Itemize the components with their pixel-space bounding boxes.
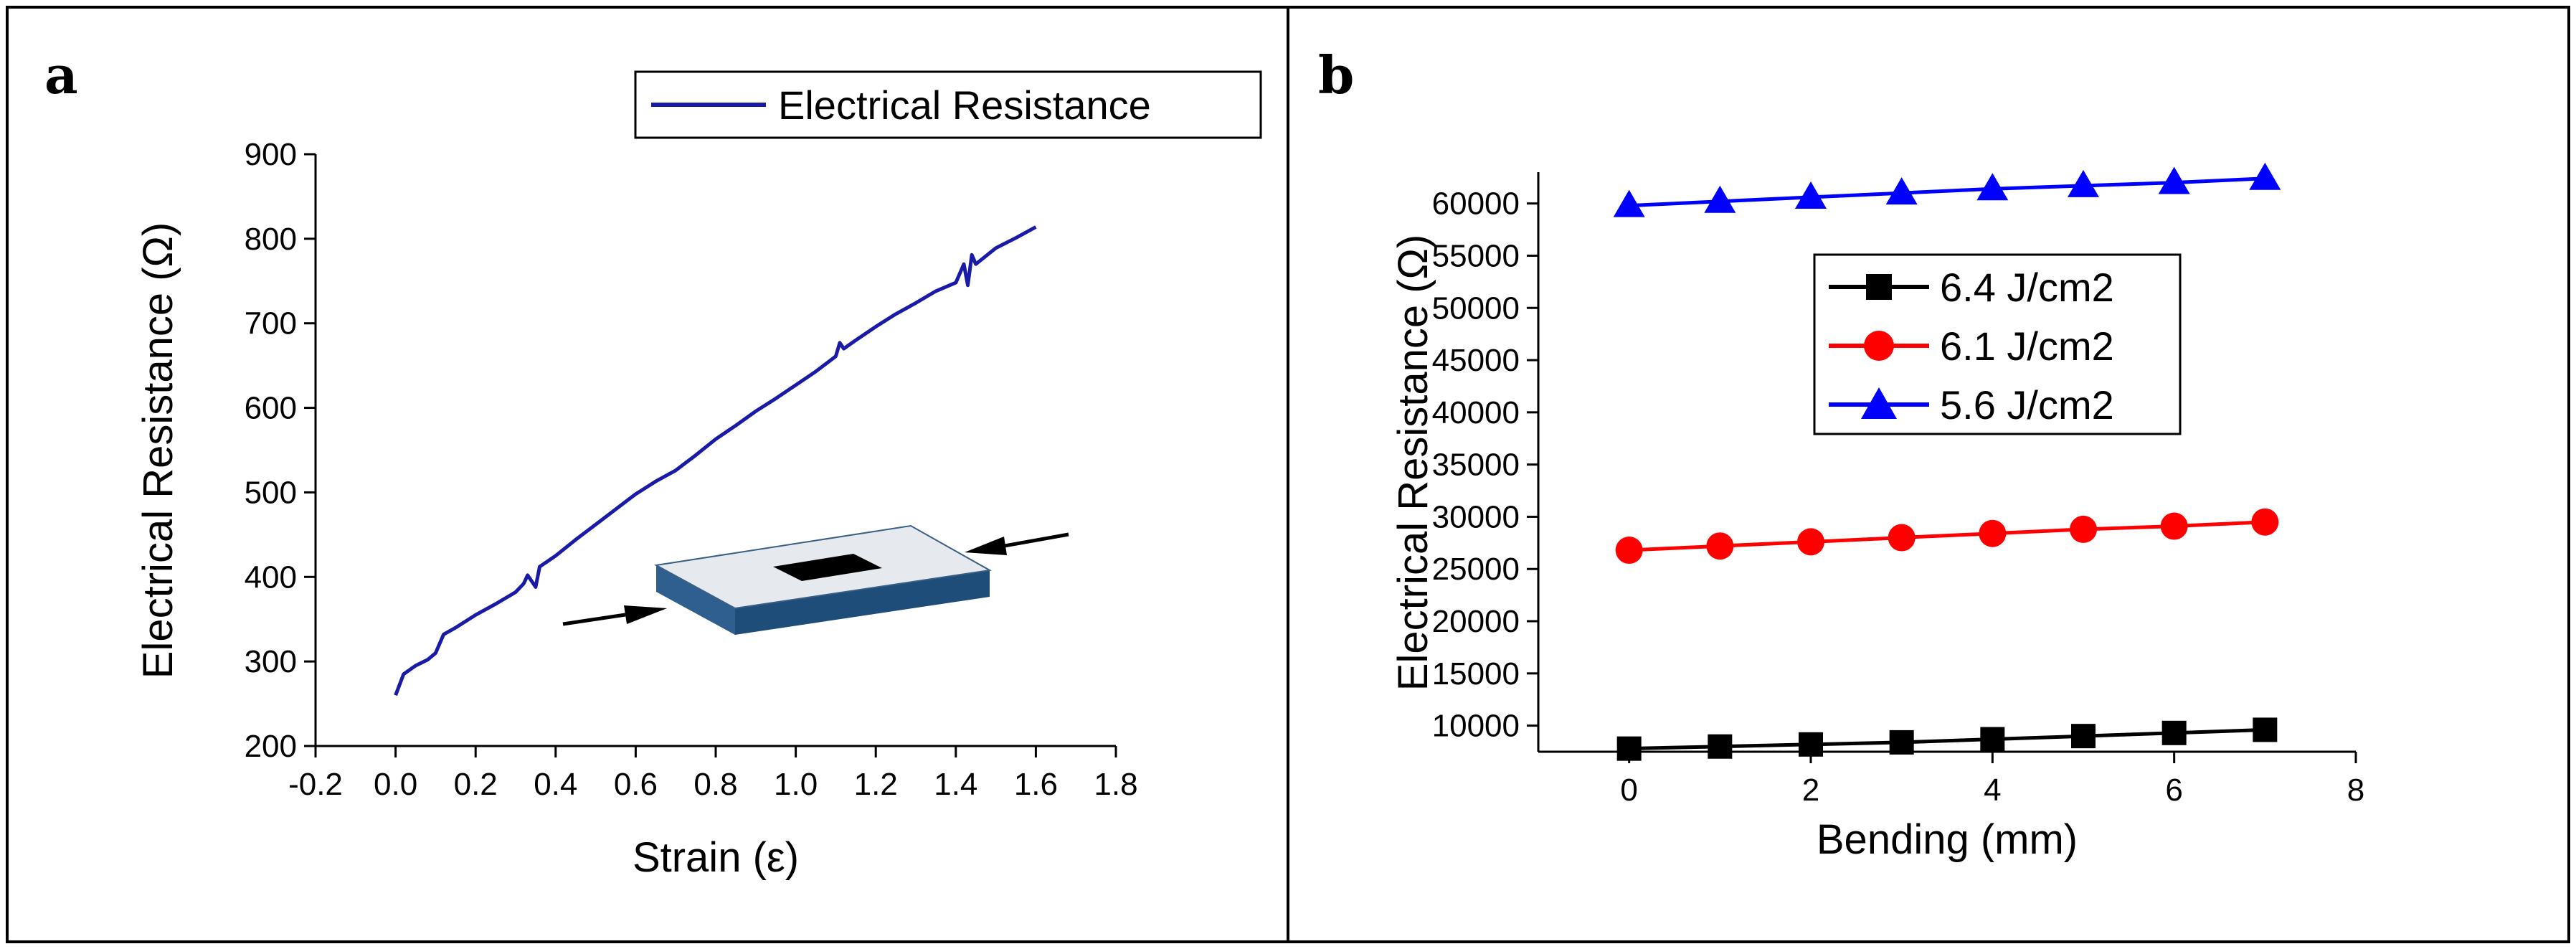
panel-b-x-tick-label: 0	[1620, 773, 1637, 808]
panel-b-legend-entry-5.6: 5.6 J/cm2	[1829, 382, 2114, 428]
panel-a-letter: a	[44, 44, 78, 105]
panel-a-y-axis-title: Electrical Resistance (Ω)	[135, 222, 181, 679]
panel-a-y-tick-label: 800	[245, 222, 297, 257]
panel-b-y-tick-label: 50000	[1432, 291, 1520, 326]
panel-b-point-6-1-j-cm2	[1615, 537, 1643, 565]
panel-b-x-axis-title: Bending (mm)	[1817, 816, 2078, 863]
panel-b-point-6-1-j-cm2	[2070, 515, 2097, 543]
panel-b-point-6-4-j-cm2	[1616, 736, 1642, 761]
panel-a-legend-label: Electrical Resistance	[778, 82, 1151, 128]
panel-b-point-6-1-j-cm2	[1888, 524, 1916, 552]
panel-a-inset-illustration	[562, 524, 1069, 635]
substrate-front-face	[656, 565, 735, 635]
panel-b-point-6-4-j-cm2	[1889, 730, 1914, 755]
panel-b-point-5-6-j-cm2	[1885, 177, 1918, 205]
panel-b-y-tick-label: 10000	[1432, 709, 1520, 744]
panel-b-x-tick-label: 2	[1802, 773, 1819, 808]
panel-b-y-tick-label: 20000	[1432, 604, 1520, 639]
panel-a-y-tick-label: 700	[245, 306, 297, 341]
compression-arrow-right	[965, 532, 1069, 555]
panel-b-point-6-4-j-cm2	[2161, 720, 2187, 745]
panel-a-x-tick-label: 0.8	[693, 767, 737, 802]
panel-b-series-line-6-1-j-cm2	[1629, 520, 2265, 552]
panel-b-series-line-5-6-j-cm2	[1629, 176, 2265, 208]
panel-a-y-tick-label: 200	[245, 729, 297, 764]
sensor-pad	[773, 554, 882, 581]
panel-b-x-tick-label: 8	[2347, 773, 2364, 808]
panel-b-ticks: 0 2 4 6 8 10000 15000 20000 25000 30000 35000 40000…	[1432, 187, 2365, 808]
panel-b-x-tick-label: 6	[2165, 773, 2182, 808]
panel-a-x-tick-label: -0.2	[288, 767, 343, 802]
panel-a-series-group	[394, 225, 1037, 697]
panel-b-legend-label-6.4: 6.4 J/cm2	[1940, 265, 2114, 310]
panel-b-point-6-4-j-cm2	[2071, 724, 2096, 749]
panel-b: b 0 2 4 6 8 10000 15000 20000 25000 30000 35000 400…	[1318, 44, 2364, 863]
panel-a-x-tick-label: 0.0	[374, 767, 417, 802]
panel-b-letter: b	[1318, 44, 1354, 105]
panel-b-point-5-6-j-cm2	[1795, 181, 1827, 209]
panel-b-point-5-6-j-cm2	[1613, 189, 1645, 217]
panel-a-y-tick-label: 600	[245, 391, 297, 426]
panel-b-legend-label-6.1: 6.1 J/cm2	[1940, 324, 2114, 369]
panel-b-point-6-4-j-cm2	[1799, 732, 1823, 757]
panel-a: a -0.2 0.0 0.2 0.4 0.6 0.8 1.0 1.2 1.4 1.6 1.8 200 3…	[44, 44, 1262, 881]
panel-b-point-6-4-j-cm2	[1708, 734, 1733, 759]
substrate-side-face	[735, 570, 990, 635]
panel-a-series-line-electrical-resistance	[394, 225, 1037, 697]
panel-b-x-tick-label: 4	[1984, 773, 2001, 808]
panel-a-x-tick-label: 1.8	[1094, 767, 1137, 802]
panel-a-ticks: -0.2 0.0 0.2 0.4 0.6 0.8 1.0 1.2 1.4 1.6 1.8 200 300…	[245, 137, 1138, 802]
panel-b-y-tick-label: 25000	[1432, 552, 1520, 587]
compression-arrow-left	[562, 605, 667, 626]
panel-b-point-6-1-j-cm2	[1706, 532, 1734, 560]
panel-a-x-tick-label: 1.0	[774, 767, 818, 802]
panel-b-point-6-4-j-cm2	[2253, 717, 2278, 742]
panel-a-y-tick-label: 300	[245, 644, 297, 679]
panel-b-series-group	[1613, 162, 2281, 761]
panel-b-y-axis-title: Electrical Resistance (Ω)	[1390, 235, 1436, 691]
panel-b-y-tick-label: 60000	[1432, 187, 1520, 222]
panel-b-point-6-4-j-cm2	[1980, 727, 2005, 752]
panel-b-y-tick-label: 55000	[1432, 238, 1520, 273]
panel-b-y-tick-label: 15000	[1432, 656, 1520, 691]
panel-a-legend: Electrical Resistance	[634, 70, 1262, 139]
panel-a-y-tick-label: 500	[245, 475, 297, 510]
panel-a-y-tick-label: 900	[245, 137, 297, 172]
panel-b-series-line-6-4-j-cm2	[1629, 727, 2265, 751]
panel-b-legend: 6.4 J/cm2 6.1 J/cm2 5.6 J/cm2	[1813, 253, 2182, 435]
panel-b-legend-label-5.6: 5.6 J/cm2	[1940, 382, 2114, 428]
panel-b-point-6-1-j-cm2	[1979, 519, 2007, 547]
panel-a-x-tick-label: 0.4	[534, 767, 577, 802]
panel-b-y-tick-label: 35000	[1432, 448, 1520, 483]
panel-b-point-5-6-j-cm2	[1976, 173, 2009, 201]
panel-b-y-tick-label: 40000	[1432, 395, 1520, 430]
panel-a-x-axis-title: Strain (ε)	[633, 834, 799, 881]
panel-b-point-6-1-j-cm2	[2160, 512, 2188, 540]
panel-b-legend-entry-6.1: 6.1 J/cm2	[1829, 324, 2114, 369]
panel-a-x-tick-label: 1.4	[934, 767, 977, 802]
panel-b-point-6-1-j-cm2	[2251, 508, 2279, 536]
panel-b-y-tick-label: 45000	[1432, 343, 1520, 378]
panel-a-x-tick-label: 0.2	[454, 767, 498, 802]
panel-b-point-5-6-j-cm2	[2068, 169, 2099, 197]
panel-b-point-5-6-j-cm2	[2249, 162, 2281, 190]
panel-a-x-tick-label: 0.6	[614, 767, 658, 802]
panel-b-y-tick-label: 30000	[1432, 499, 1520, 534]
panel-a-y-tick-label: 400	[245, 560, 297, 595]
panel-a-x-tick-label: 1.6	[1014, 767, 1058, 802]
panel-b-point-5-6-j-cm2	[2158, 166, 2190, 194]
panel-a-x-tick-label: 1.2	[854, 767, 898, 802]
panel-b-point-5-6-j-cm2	[1704, 185, 1736, 213]
panel-b-point-6-1-j-cm2	[1797, 528, 1824, 556]
panel-b-legend-entry-6.4: 6.4 J/cm2	[1829, 265, 2114, 310]
